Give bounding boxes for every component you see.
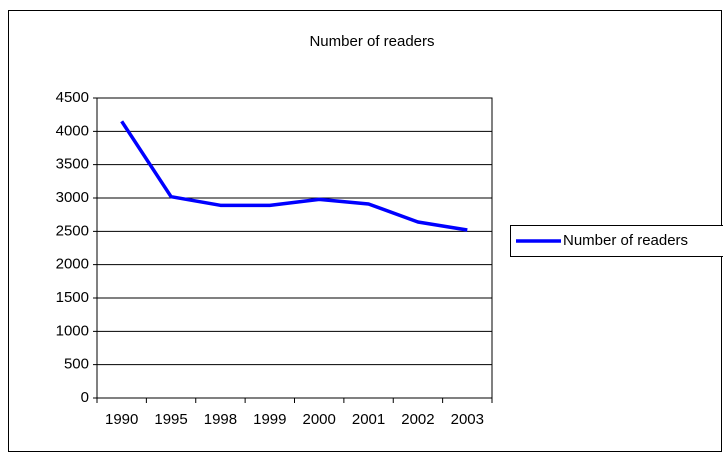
x-tick-label: 2001 <box>352 411 385 428</box>
x-tick-label: 2000 <box>303 411 336 428</box>
y-tick-label: 0 <box>81 389 89 406</box>
chart-title: Number of readers <box>309 33 434 50</box>
x-tick-label: 2003 <box>451 411 484 428</box>
y-tick-label: 500 <box>64 356 89 373</box>
x-tick-label: 1999 <box>253 411 286 428</box>
y-tick-label: 3000 <box>56 189 89 206</box>
y-tick-label: 3500 <box>56 156 89 173</box>
x-tick-label: 1995 <box>154 411 187 428</box>
y-tick-label: 2500 <box>56 222 89 239</box>
y-tick-label: 1000 <box>56 322 89 339</box>
x-tick-label: 1998 <box>204 411 237 428</box>
series-line <box>120 120 468 232</box>
x-tick-label: 2002 <box>401 411 434 428</box>
y-tick-label: 2000 <box>56 256 89 273</box>
y-tick-label: 1500 <box>56 289 89 306</box>
x-tick-label: 1990 <box>105 411 138 428</box>
legend-label: Number of readers <box>563 232 688 249</box>
y-tick-label: 4000 <box>56 122 89 139</box>
y-tick-label: 4500 <box>56 89 89 106</box>
